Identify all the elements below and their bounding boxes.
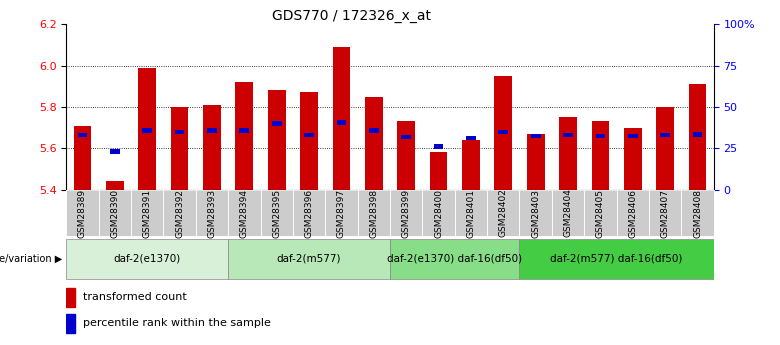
Bar — [462, 140, 480, 190]
Bar — [203, 105, 221, 190]
Text: daf-2(e1370): daf-2(e1370) — [114, 254, 181, 264]
Text: GSM28399: GSM28399 — [402, 188, 411, 238]
Text: GSM28406: GSM28406 — [628, 188, 637, 238]
Bar — [660, 132, 670, 137]
Text: GSM28404: GSM28404 — [563, 189, 573, 237]
Text: GSM28405: GSM28405 — [596, 188, 605, 238]
Text: GSM28391: GSM28391 — [143, 188, 152, 238]
Bar — [73, 126, 91, 190]
Bar — [530, 134, 541, 138]
Bar — [390, 239, 519, 279]
Bar — [584, 190, 617, 236]
Bar — [142, 128, 152, 133]
Text: GSM28407: GSM28407 — [661, 188, 670, 238]
Bar — [390, 190, 423, 236]
Text: GSM28397: GSM28397 — [337, 188, 346, 238]
Bar — [171, 107, 189, 190]
Bar — [207, 128, 217, 133]
Bar — [271, 121, 282, 126]
Bar — [261, 190, 293, 236]
Text: GDS770 / 172326_x_at: GDS770 / 172326_x_at — [271, 9, 431, 23]
Text: GSM28393: GSM28393 — [207, 188, 217, 238]
Bar — [336, 120, 346, 125]
Text: GSM28400: GSM28400 — [434, 188, 443, 238]
Bar — [519, 190, 552, 236]
Bar — [131, 190, 164, 236]
Text: GSM28394: GSM28394 — [239, 188, 249, 238]
Bar — [487, 190, 519, 236]
Bar — [99, 190, 131, 236]
Bar — [66, 288, 75, 307]
Bar — [358, 190, 390, 236]
Bar — [628, 134, 638, 138]
Bar — [498, 129, 509, 134]
Bar — [106, 181, 124, 190]
Bar — [552, 190, 584, 236]
Text: GSM28403: GSM28403 — [531, 188, 541, 238]
Bar — [559, 117, 577, 190]
Text: daf-2(m577): daf-2(m577) — [277, 254, 342, 264]
Bar — [430, 152, 448, 190]
Bar — [423, 190, 455, 236]
Bar — [682, 190, 714, 236]
Bar — [66, 239, 229, 279]
Bar — [519, 239, 714, 279]
Bar — [268, 90, 285, 190]
Text: daf-2(m577) daf-16(df50): daf-2(m577) daf-16(df50) — [551, 254, 682, 264]
Text: transformed count: transformed count — [83, 293, 187, 303]
Bar — [495, 76, 512, 190]
Bar — [300, 92, 318, 190]
Text: GSM28395: GSM28395 — [272, 188, 282, 238]
Bar — [617, 190, 649, 236]
Bar — [229, 190, 261, 236]
Bar — [401, 135, 411, 139]
Text: GSM28402: GSM28402 — [498, 189, 508, 237]
Bar — [649, 190, 682, 236]
Bar — [693, 132, 703, 137]
Bar — [239, 128, 250, 133]
Text: GSM28396: GSM28396 — [304, 188, 314, 238]
Bar — [77, 132, 87, 137]
Bar — [526, 134, 544, 190]
Bar — [595, 134, 605, 138]
Bar — [591, 121, 609, 190]
Text: percentile rank within the sample: percentile rank within the sample — [83, 318, 271, 328]
Bar — [304, 132, 314, 137]
Bar — [624, 128, 642, 190]
Text: GSM28392: GSM28392 — [175, 188, 184, 238]
Bar — [332, 47, 350, 190]
Text: daf-2(e1370) daf-16(df50): daf-2(e1370) daf-16(df50) — [387, 254, 523, 264]
Bar — [325, 190, 358, 236]
Bar — [110, 149, 120, 154]
Text: GSM28401: GSM28401 — [466, 188, 476, 238]
Bar — [563, 132, 573, 137]
Bar — [293, 190, 325, 236]
Text: genotype/variation ▶: genotype/variation ▶ — [0, 254, 62, 264]
Bar — [365, 97, 383, 190]
Bar — [66, 190, 99, 236]
Text: GSM28390: GSM28390 — [110, 188, 119, 238]
Text: GSM28398: GSM28398 — [369, 188, 378, 238]
Bar — [236, 82, 254, 190]
Bar — [434, 144, 444, 149]
Bar — [369, 128, 379, 133]
Bar — [689, 84, 707, 190]
Bar — [138, 68, 156, 190]
Bar — [175, 129, 185, 134]
Bar — [656, 107, 674, 190]
Bar — [164, 190, 196, 236]
Bar — [397, 121, 415, 190]
Bar — [66, 314, 75, 333]
Text: GSM28389: GSM28389 — [78, 188, 87, 238]
Text: GSM28408: GSM28408 — [693, 188, 702, 238]
Bar — [466, 136, 476, 140]
Bar — [455, 190, 488, 236]
Bar — [196, 190, 229, 236]
Bar — [229, 239, 390, 279]
